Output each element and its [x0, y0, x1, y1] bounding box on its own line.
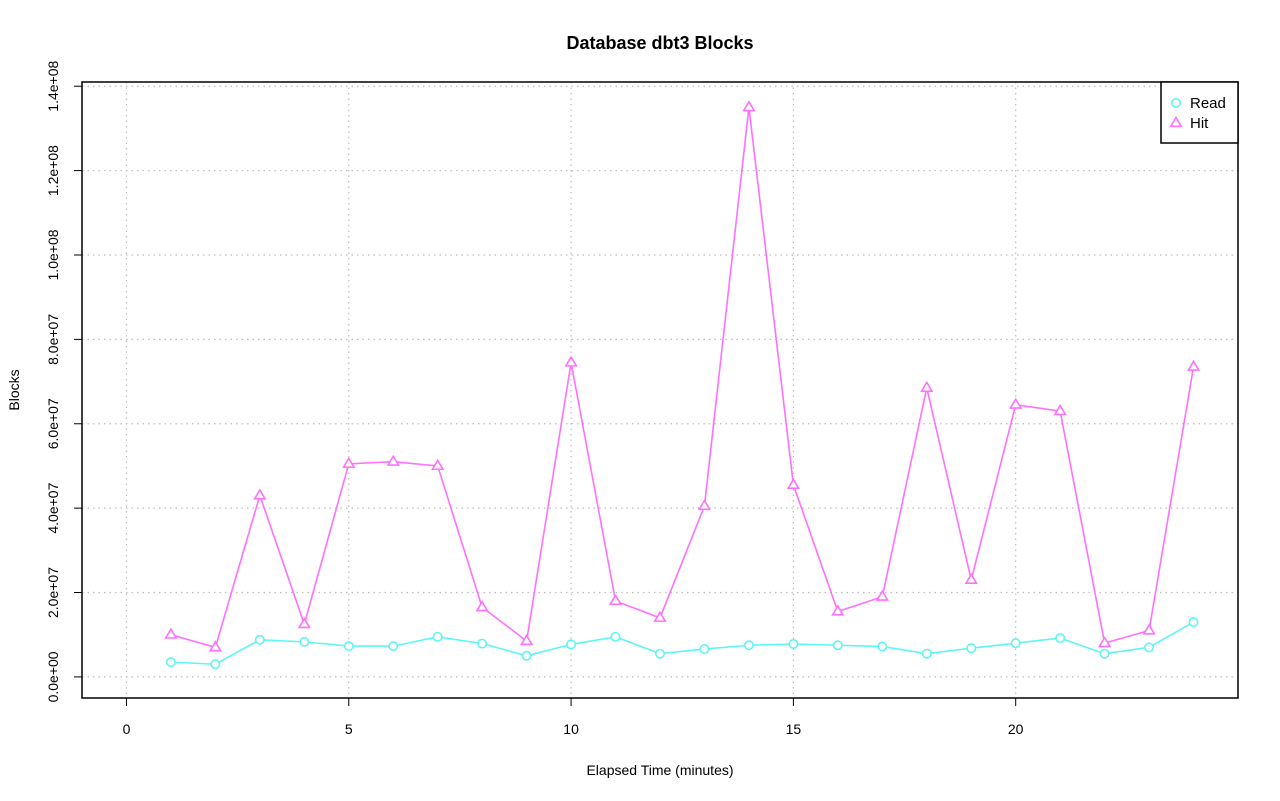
x-tick-label: 10: [563, 721, 579, 737]
data-point-hit: [344, 458, 354, 467]
data-point-read: [522, 652, 530, 660]
legend-label-read: Read: [1190, 95, 1226, 112]
y-tick-label: 1.0e+08: [45, 229, 61, 280]
data-point-hit: [699, 501, 709, 510]
series-line-hit: [171, 107, 1194, 647]
data-point-hit: [166, 629, 176, 638]
series: [166, 102, 1199, 669]
data-point-hit: [610, 595, 620, 604]
data-point-read: [878, 642, 886, 650]
data-point-read: [656, 649, 664, 657]
y-tick-label: 2.0e+07: [45, 567, 61, 618]
data-point-read: [967, 644, 975, 652]
data-point-read: [1011, 639, 1019, 647]
legend-marker-read: [1172, 99, 1180, 107]
data-point-hit: [255, 490, 265, 499]
data-point-read: [1145, 643, 1153, 651]
data-point-read: [433, 633, 441, 641]
y-axis-label: Blocks: [6, 369, 22, 410]
legend-label-hit: Hit: [1190, 115, 1209, 132]
data-point-read: [300, 638, 308, 646]
plot-frame: [82, 82, 1238, 698]
data-point-hit: [1188, 361, 1198, 370]
data-point-read: [1100, 649, 1108, 657]
data-point-hit: [966, 574, 976, 583]
x-tick-label: 15: [786, 721, 802, 737]
data-point-read: [478, 639, 486, 647]
data-point-read: [923, 649, 931, 657]
chart-title: Database dbt3 Blocks: [566, 33, 753, 53]
series-hit: [166, 102, 1199, 651]
axes: 0 5 10 15 20 0.0e+00 2.0e+07 4.0e+07 6.0e+07 8.0e…: [45, 61, 1024, 737]
y-tick-label: 1.4e+08: [45, 61, 61, 112]
data-point-hit: [299, 619, 309, 628]
legend-box: [1161, 82, 1238, 143]
y-tick-label: 6.0e+07: [45, 398, 61, 449]
series-read: [167, 618, 1198, 669]
y-tick-label: 1.2e+08: [45, 145, 61, 196]
data-point-hit: [477, 602, 487, 611]
data-point-read: [611, 633, 619, 641]
data-point-read: [211, 660, 219, 668]
data-point-read: [345, 642, 353, 650]
data-point-hit: [922, 382, 932, 391]
data-point-read: [834, 641, 842, 649]
y-tick-label: 4.0e+07: [45, 482, 61, 533]
data-point-read: [745, 641, 753, 649]
y-tick-label: 0.0e+00: [45, 651, 61, 702]
data-point-read: [789, 640, 797, 648]
data-point-hit: [788, 479, 798, 488]
x-axis-label: Elapsed Time (minutes): [586, 762, 733, 778]
data-point-read: [700, 645, 708, 653]
data-point-read: [256, 636, 264, 644]
data-point-hit: [1144, 625, 1154, 634]
data-point-read: [389, 642, 397, 650]
data-point-read: [567, 640, 575, 648]
y-tick-label: 8.0e+07: [45, 314, 61, 365]
data-point-hit: [521, 636, 531, 645]
data-point-hit: [1010, 399, 1020, 408]
x-tick-label: 0: [123, 721, 131, 737]
data-point-read: [167, 658, 175, 666]
grid: [82, 82, 1238, 698]
data-point-hit: [744, 102, 754, 111]
data-point-hit: [388, 456, 398, 465]
x-tick-label: 5: [345, 721, 353, 737]
x-tick-label: 20: [1008, 721, 1024, 737]
data-point-read: [1056, 634, 1064, 642]
series-line-read: [171, 622, 1194, 664]
data-point-read: [1189, 618, 1197, 626]
legend: Read Hit: [1161, 82, 1238, 143]
data-point-hit: [566, 357, 576, 366]
